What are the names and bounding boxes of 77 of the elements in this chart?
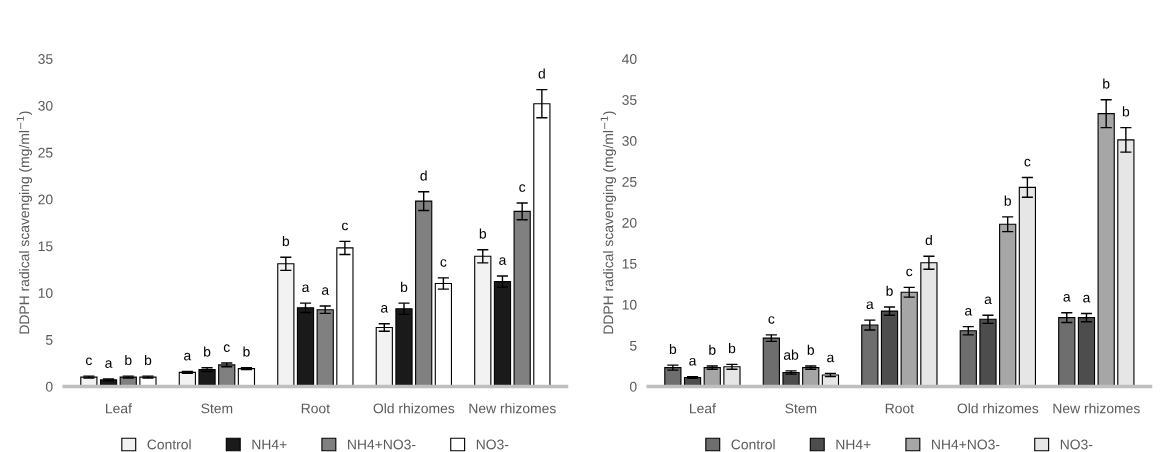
- data-label: c: [519, 184, 526, 192]
- data-label: a: [965, 307, 973, 316]
- y-axis-title: DDPH radical scavenging (mg/ml$^{−1}$): [16, 111, 32, 334]
- y-tick-label: 10: [622, 299, 637, 310]
- data-label: c: [85, 357, 92, 366]
- x-tick-label: Old rhizomes: [957, 403, 1039, 414]
- data-label: b: [1103, 78, 1110, 89]
- y-tick-label: 30: [38, 100, 53, 111]
- data-label: a: [184, 352, 192, 361]
- y-tick-label: 20: [622, 217, 637, 228]
- x-tick-label: Old rhizomes: [373, 403, 455, 414]
- data-label: b: [479, 228, 487, 239]
- legend-label: NH4+: [836, 439, 871, 450]
- data-label: c: [768, 316, 775, 324]
- data-label: c: [440, 259, 447, 267]
- y-tick-label: 25: [622, 176, 637, 187]
- data-label: a: [827, 354, 835, 363]
- legend-label: NO3-: [1060, 439, 1093, 450]
- data-label: d: [420, 170, 427, 181]
- data-label: b: [709, 344, 716, 355]
- y-tick-label: 5: [629, 340, 637, 351]
- data-label: b: [669, 343, 677, 355]
- data-label: a: [302, 284, 310, 293]
- data-label: b: [728, 343, 736, 354]
- data-label: b: [125, 354, 132, 366]
- data-label: b: [204, 346, 211, 357]
- data-label: d: [538, 68, 545, 79]
- data-label: d: [925, 234, 932, 246]
- legend-label: Control: [731, 439, 775, 450]
- y-tick-label: 0: [45, 381, 53, 392]
- data-label: b: [886, 285, 893, 296]
- data-label: b: [1122, 106, 1130, 117]
- x-tick-label: Leaf: [690, 403, 716, 414]
- data-label: b: [243, 346, 250, 357]
- x-tick-label: Stem: [201, 403, 233, 414]
- legend-label: NH4+NO3-: [932, 439, 1000, 450]
- x-tick-label: Stem: [785, 403, 817, 414]
- x-tick-label: Root: [885, 403, 914, 414]
- legend-label: NH4+NO3-: [348, 439, 416, 450]
- y-tick-label: 40: [622, 54, 637, 64]
- data-label: ab: [783, 349, 799, 360]
- data-label: b: [144, 354, 152, 366]
- data-label: a: [689, 357, 697, 366]
- data-label: a: [866, 301, 874, 310]
- data-label: c: [342, 222, 349, 231]
- legend-label: NH4+: [252, 439, 287, 450]
- data-label: a: [499, 257, 507, 265]
- x-tick-label: New rhizomes: [469, 403, 556, 414]
- data-label: b: [1004, 195, 1011, 206]
- y-tick-label: 15: [38, 241, 53, 252]
- legend-label: NO3-: [476, 439, 509, 450]
- y-tick-label: 15: [622, 259, 637, 269]
- data-label: c: [223, 344, 230, 352]
- legend-label: Control: [147, 439, 191, 450]
- data-label: a: [1083, 294, 1091, 303]
- y-tick-label: 35: [38, 54, 53, 64]
- y-axis-title: DDPH radical scavenging (mg/ml$^{−1}$): [600, 111, 616, 334]
- y-tick-label: 5: [45, 335, 53, 345]
- data-label: a: [105, 360, 113, 368]
- x-tick-label: Root: [301, 403, 330, 414]
- data-label: a: [1063, 294, 1071, 302]
- data-label: b: [401, 281, 408, 293]
- data-label: a: [321, 287, 330, 295]
- x-tick-label: New rhizomes: [1053, 403, 1140, 414]
- y-tick-label: 25: [38, 147, 53, 158]
- y-tick-label: 30: [622, 136, 637, 146]
- data-label: b: [282, 235, 290, 247]
- x-tick-label: Leaf: [106, 403, 132, 414]
- y-tick-label: 10: [38, 288, 53, 298]
- data-label: c: [1024, 158, 1031, 167]
- y-tick-label: 0: [629, 381, 637, 392]
- y-tick-label: 20: [38, 194, 53, 205]
- data-label: c: [906, 268, 913, 277]
- y-tick-label: 35: [622, 95, 637, 105]
- data-label: a: [984, 296, 992, 305]
- data-label: a: [381, 305, 389, 313]
- data-label: b: [807, 344, 815, 355]
